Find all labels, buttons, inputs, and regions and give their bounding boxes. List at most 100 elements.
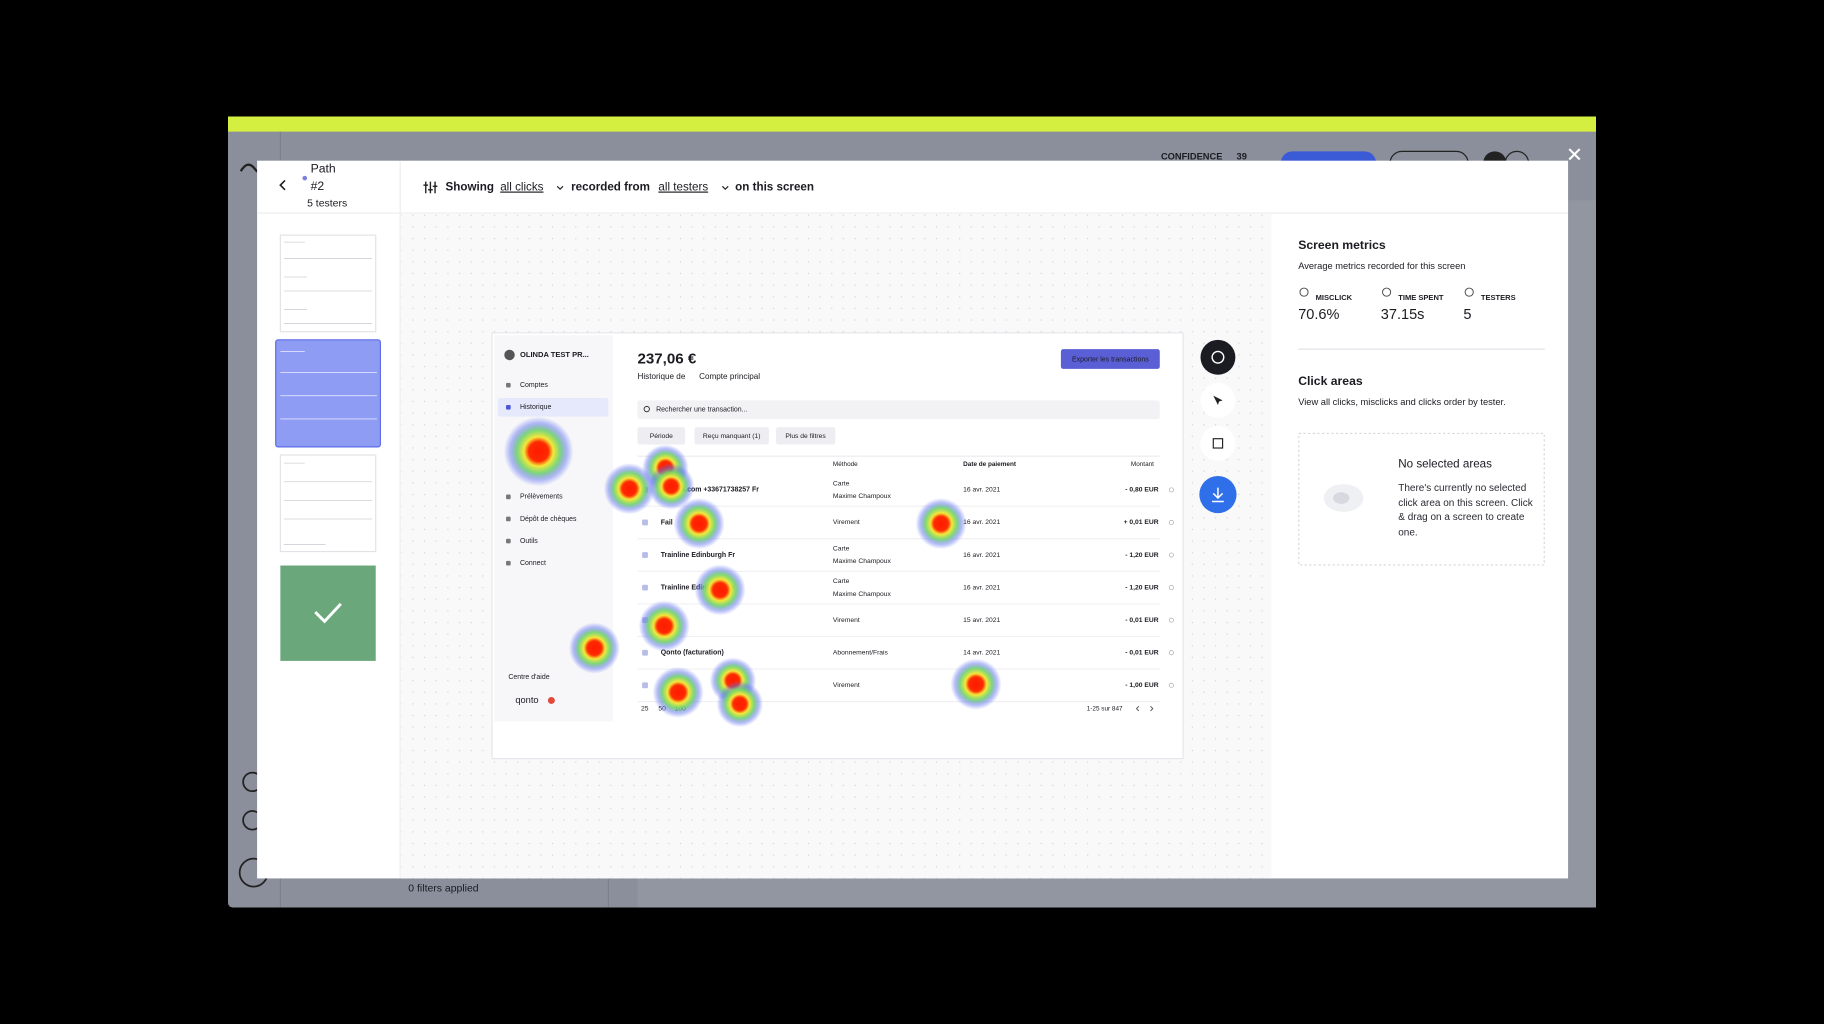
row-attachment: [1168, 487, 1174, 493]
page-size: 25: [641, 705, 649, 712]
row-amount: - 1,20 EUR: [1125, 584, 1158, 591]
filter-label: Reçu manquant (1): [703, 433, 761, 440]
row-amount: - 0,01 EUR: [1125, 617, 1158, 624]
testers-filter[interactable]: all testers: [658, 181, 708, 194]
thumbnail[interactable]: [279, 234, 377, 333]
nav-item: Outils: [520, 538, 538, 545]
heat-spot: [915, 498, 967, 550]
row-amount: - 1,00 EUR: [1125, 682, 1158, 689]
dropdown-icon[interactable]: [556, 185, 564, 191]
metric-label: TESTERS: [1481, 293, 1516, 302]
tool-icon: [1211, 350, 1225, 364]
dropdown-icon[interactable]: [721, 185, 729, 191]
metric-label: TIME SPENT: [1398, 293, 1444, 302]
click-areas-subtitle: View all clicks, misclicks and clicks or…: [1298, 397, 1506, 407]
row-method: Maxime Champoux: [833, 591, 892, 598]
image-tool[interactable]: [1200, 425, 1236, 461]
row-method: Abonnement/Frais: [833, 650, 889, 657]
filter-chip: [775, 427, 836, 445]
check-icon: [314, 602, 342, 624]
row-method: Carte: [833, 545, 850, 552]
row-name: gidamx.com +33671738257 Fr: [661, 487, 759, 494]
search-placeholder: Rechercher une transaction...: [656, 406, 747, 413]
click-areas-title: Click areas: [1298, 374, 1363, 388]
clicks-filter[interactable]: all clicks: [500, 181, 543, 194]
heatmap-tool[interactable]: [1200, 339, 1236, 375]
account-avatar: [504, 349, 515, 361]
account-link: Compte principal: [699, 372, 760, 381]
metric-value: 37.15s: [1381, 307, 1425, 323]
filter-chip: [694, 427, 769, 445]
metric-icon: [1464, 287, 1474, 297]
click-areas-empty: [1298, 432, 1545, 566]
path-title-box: Path #2: [310, 161, 336, 194]
thumbnail-selected[interactable]: [275, 339, 381, 448]
close-button[interactable]: [1568, 148, 1581, 161]
nav-item: Prélèvements: [520, 494, 563, 501]
path-title: Path #2: [310, 161, 336, 194]
path-dot: [302, 175, 308, 181]
back-button[interactable]: [279, 179, 286, 191]
row-icon: [642, 519, 648, 526]
toolbar-icon[interactable]: [423, 181, 438, 194]
row-date: 15 avr. 2021: [963, 617, 1000, 624]
row-method: Maxime Champoux: [833, 493, 892, 500]
nav-highlight: [497, 398, 609, 417]
filter-chip: [637, 427, 686, 445]
pagination: 1-25 sur 847: [1087, 705, 1123, 712]
row-date: 16 avr. 2021: [963, 519, 1000, 526]
nav-item: Dépôt de chèques: [520, 516, 577, 523]
confidence-label: CONFIDENCE: [1161, 152, 1222, 162]
row-attachment: [1168, 617, 1174, 623]
row-date: 14 avr. 2021: [963, 650, 1000, 657]
empty-illustration: [1333, 492, 1350, 504]
app-banner: [228, 116, 1596, 132]
brand: qonto: [515, 695, 538, 705]
help-link: Centre d'aide: [508, 674, 549, 681]
nav-icon: [506, 560, 511, 566]
row-attachment: [1168, 585, 1174, 591]
row-icon: [642, 649, 648, 656]
row-attachment: [1168, 552, 1174, 558]
metrics-subtitle: Average metrics recorded for this screen: [1298, 261, 1465, 271]
column-header: Montant: [1131, 461, 1154, 468]
row-attachment: [1168, 650, 1174, 656]
metric-icon: [1382, 287, 1392, 297]
row-name: Fail: [661, 519, 673, 526]
heat-spot: [647, 463, 695, 510]
column-header: Méthode: [833, 461, 858, 468]
empty-text-box: There's currently no selected click area…: [1398, 482, 1532, 537]
row-icon: [642, 552, 648, 558]
toolbar-text: on this screen: [735, 181, 814, 194]
row-date: 16 avr. 2021: [963, 584, 1000, 591]
thumbnail[interactable]: [279, 454, 377, 553]
row-icon: [642, 682, 648, 689]
export-button: [1060, 349, 1160, 369]
heat-spot: [603, 463, 655, 515]
row-amount: + 0,01 EUR: [1124, 519, 1159, 526]
toolbar-text: recorded from: [571, 181, 650, 194]
metric-value: 70.6%: [1298, 307, 1339, 323]
history-of: Historique de: [637, 372, 685, 381]
row-amount: - 1,20 EUR: [1125, 552, 1158, 559]
metric-icon: [1299, 287, 1309, 297]
heat-spot: [694, 564, 746, 616]
nav-icon: [506, 538, 511, 544]
row-method: Carte: [833, 578, 850, 585]
metrics-title: Screen metrics: [1298, 238, 1386, 252]
empty-title: No selected areas: [1398, 457, 1492, 470]
thumbnail-done[interactable]: [280, 565, 376, 661]
tool-icon: [1213, 395, 1223, 405]
row-attachment: [1168, 520, 1174, 525]
confidence-value: 39: [1237, 152, 1247, 162]
filter-label: Période: [650, 433, 673, 440]
row-name: Qonto (facturation): [661, 650, 724, 657]
search-icon: [643, 405, 650, 413]
row-amount: - 0,80 EUR: [1125, 487, 1158, 494]
row-attachment: [1168, 682, 1174, 688]
nav-icon: [506, 404, 511, 410]
heat-spot: [638, 600, 690, 652]
heat-spot: [503, 416, 574, 487]
heat-spot: [673, 498, 725, 550]
